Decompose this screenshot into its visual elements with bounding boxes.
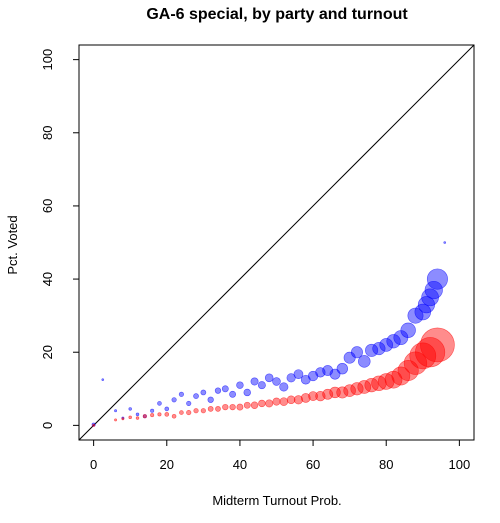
red-data-point	[222, 403, 229, 411]
blue-data-point	[164, 406, 170, 412]
red-data-point	[229, 403, 236, 411]
blue-data-point	[372, 342, 386, 356]
blue-data-point	[358, 355, 371, 368]
red-data-point	[409, 342, 437, 370]
red-series	[92, 327, 455, 427]
blue-data-point	[250, 377, 259, 386]
red-data-point	[300, 393, 311, 403]
blue-data-point	[128, 407, 132, 411]
red-data-point	[179, 410, 184, 415]
x-tick-label: 60	[306, 457, 320, 472]
red-data-point	[150, 413, 155, 418]
red-data-point	[128, 415, 132, 420]
blue-data-point	[171, 397, 177, 403]
x-tick-label: 20	[160, 457, 174, 472]
y-tick-label: 60	[40, 199, 55, 213]
blue-data-point	[443, 241, 447, 244]
x-tick-label: 40	[233, 457, 247, 472]
blue-data-point	[293, 369, 304, 380]
blue-data-point	[336, 362, 349, 375]
x-tick-label: 80	[379, 457, 393, 472]
red-data-point	[357, 380, 372, 394]
blue-series	[91, 241, 448, 427]
blue-data-point	[157, 401, 162, 406]
blue-data-point	[214, 387, 222, 394]
x-tick-label: 100	[449, 457, 471, 472]
red-data-point	[92, 423, 96, 427]
blue-data-point	[264, 373, 274, 383]
blue-data-point	[350, 346, 363, 359]
red-data-point	[243, 401, 251, 409]
plot-frame	[78, 44, 475, 441]
red-data-point	[377, 373, 395, 390]
blue-data-point	[135, 412, 140, 417]
red-data-point	[420, 327, 455, 363]
red-data-point	[293, 395, 303, 405]
red-data-point	[371, 375, 387, 391]
blue-data-point	[200, 389, 207, 396]
blue-data-point	[426, 268, 448, 290]
blue-data-point	[178, 391, 184, 397]
red-data-point	[215, 406, 221, 412]
reference-line	[78, 44, 475, 441]
plot-area: 0 20 40 60 80 100 0 20 40 60 80 100	[40, 44, 475, 472]
blue-data-point	[229, 390, 237, 398]
blue-data-point	[221, 385, 229, 393]
y-tick-label: 100	[40, 49, 55, 71]
blue-data-point	[279, 382, 289, 392]
blue-data-point	[101, 378, 105, 381]
red-data-point	[142, 414, 147, 419]
blue-data-point	[236, 381, 244, 389]
chart-title: GA-6 special, by party and turnout	[146, 6, 408, 23]
blue-data-point	[114, 409, 118, 413]
red-data-point	[207, 406, 214, 412]
y-tick-label: 0	[40, 422, 55, 429]
y-axis-label: Pct. Voted	[5, 215, 20, 274]
red-data-point	[258, 399, 266, 408]
y-tick-label: 80	[40, 126, 55, 140]
red-data-point	[279, 397, 289, 406]
red-data-point	[164, 412, 170, 417]
blue-data-point	[186, 400, 192, 406]
blue-data-point	[150, 408, 155, 413]
red-data-point	[171, 413, 177, 419]
x-axis-label: Midterm Turnout Prob.	[212, 493, 341, 508]
red-data-point	[236, 403, 244, 411]
blue-data-point	[193, 393, 199, 399]
blue-data-point	[257, 381, 266, 390]
red-data-point	[157, 412, 162, 417]
red-data-point	[121, 417, 125, 421]
red-data-point	[336, 386, 349, 399]
blue-data-point	[207, 396, 214, 403]
red-data-point	[265, 399, 274, 408]
blue-data-point	[272, 377, 281, 386]
red-data-point	[397, 360, 419, 382]
red-data-point	[415, 337, 446, 368]
red-data-point	[329, 386, 341, 399]
red-data-point	[384, 370, 403, 389]
red-data-point	[114, 418, 118, 422]
red-data-point	[272, 397, 281, 406]
red-data-point	[193, 408, 199, 414]
blue-data-point	[243, 388, 251, 397]
red-data-point	[135, 416, 140, 420]
red-data-point	[308, 391, 318, 401]
red-data-point	[250, 401, 259, 409]
red-data-point	[286, 395, 296, 405]
y-tick-label: 40	[40, 272, 55, 286]
x-tick-label: 0	[90, 457, 97, 472]
blue-data-point	[379, 338, 394, 352]
blue-data-point	[400, 322, 416, 338]
y-tick-label: 20	[40, 345, 55, 359]
red-data-point	[322, 388, 334, 400]
red-data-point	[200, 408, 206, 414]
red-data-point	[186, 410, 192, 416]
blue-data-point	[386, 334, 401, 349]
